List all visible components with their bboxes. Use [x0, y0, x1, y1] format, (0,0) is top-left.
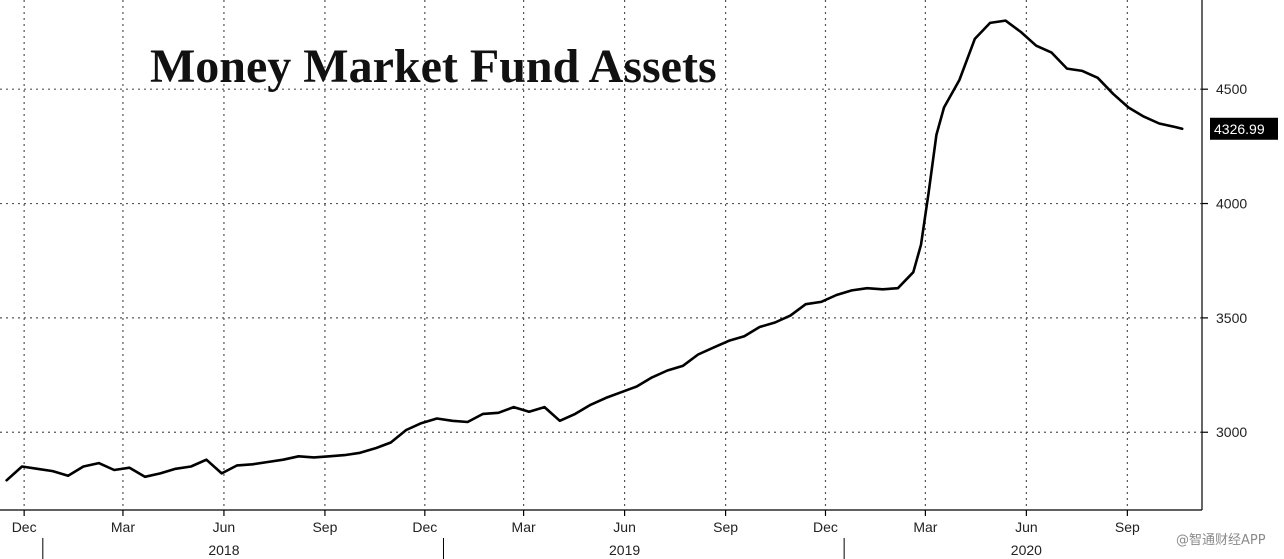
x-tick-label: Mar — [913, 519, 937, 535]
x-tick-label: Jun — [213, 519, 236, 535]
x-tick-label: Dec — [12, 519, 37, 535]
year-label: 2019 — [609, 542, 640, 558]
x-tick-label: Mar — [512, 519, 536, 535]
x-tick-label: Sep — [1115, 519, 1140, 535]
x-tick-label: Sep — [713, 519, 738, 535]
series-line — [5, 19, 1184, 482]
watermark: @智通财经APP — [1176, 533, 1266, 548]
x-tick-label: Sep — [312, 519, 337, 535]
y-ticks: 3000 3500 4000 4500 — [1202, 81, 1247, 440]
year-label: 2018 — [208, 542, 239, 558]
last-value-text: 4326.99 — [1214, 121, 1265, 137]
y-tick-label: 3500 — [1216, 310, 1247, 326]
grid — [0, 0, 1202, 510]
year-label: 2020 — [1011, 542, 1042, 558]
last-value-label-background — [1210, 117, 1278, 140]
x-tick-label: Dec — [412, 519, 437, 535]
y-tick-label: 4000 — [1216, 196, 1247, 212]
x-tick-label: Dec — [813, 519, 838, 535]
x-tick-label: Jun — [613, 519, 636, 535]
last-value-label: 4326.99 — [1210, 117, 1278, 140]
chart-title: Money Market Fund Assets — [150, 40, 717, 93]
y-tick-label: 4500 — [1216, 81, 1247, 97]
year-labels: 2018 2019 2020 — [42, 538, 1042, 559]
x-tick-label: Jun — [1015, 519, 1038, 535]
x-ticks: Dec Mar Jun Sep Dec Mar Jun Sep Dec Mar Jun Sep — [12, 510, 1140, 535]
x-tick-label: Mar — [111, 519, 135, 535]
axes — [0, 0, 1203, 511]
y-tick-label: 3000 — [1216, 424, 1247, 440]
